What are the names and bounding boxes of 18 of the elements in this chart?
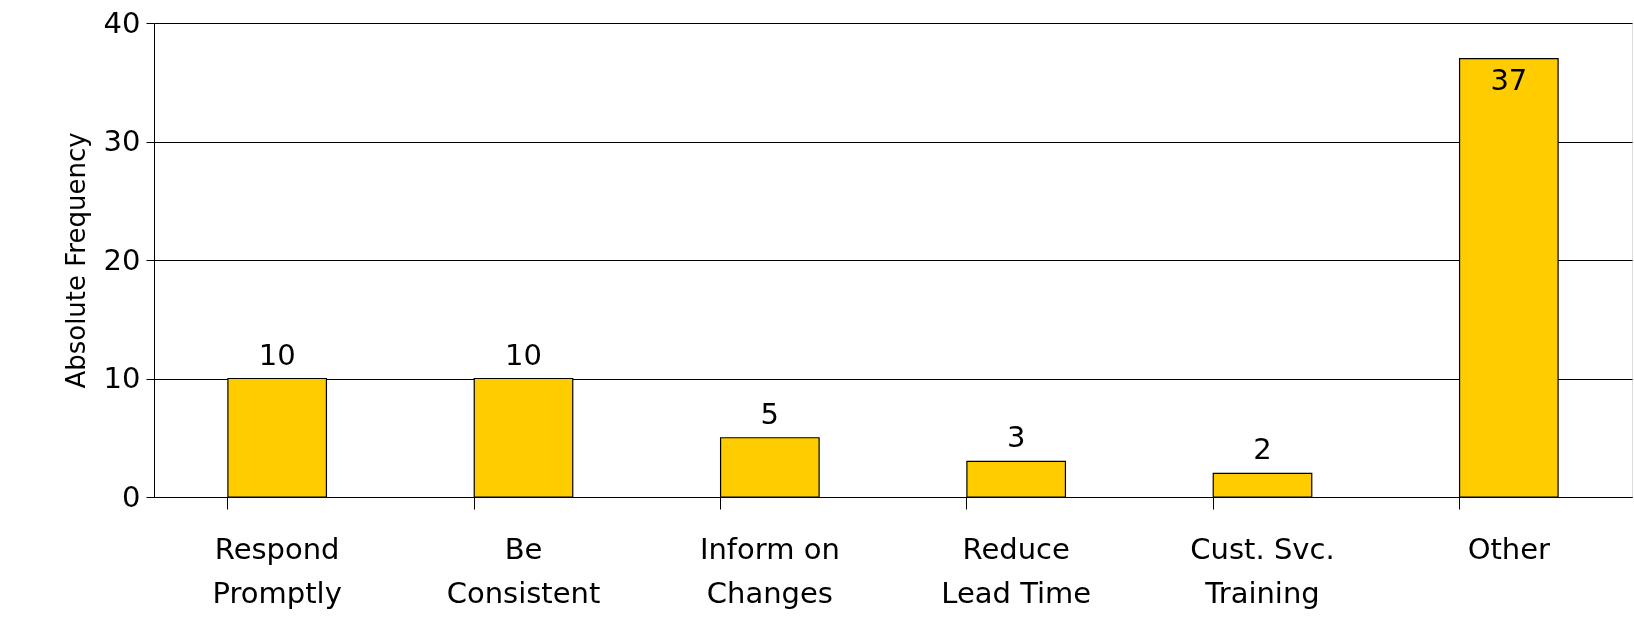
y-tick-label: 30 bbox=[103, 124, 141, 158]
x-tick-label: Respond Promptly bbox=[212, 531, 342, 610]
y-axis-title: Absolute Frequency bbox=[60, 132, 91, 389]
data-label: 2 bbox=[1253, 432, 1272, 467]
x-tick-label: Cust. Svc. Training bbox=[1190, 531, 1335, 610]
y-tick-label: 10 bbox=[103, 361, 141, 395]
y-tick-label: 20 bbox=[103, 242, 141, 277]
data-label: 5 bbox=[760, 396, 780, 431]
data-label: 10 bbox=[258, 337, 296, 372]
y-tick-label: 0 bbox=[122, 479, 141, 514]
x-tick-label: Inform on Changes bbox=[699, 531, 840, 610]
x-tick-label: Other bbox=[1467, 531, 1551, 566]
data-label: 3 bbox=[1006, 420, 1026, 455]
data-label: 37 bbox=[1490, 62, 1528, 97]
y-tick-label: 40 bbox=[103, 5, 141, 40]
data-label: 10 bbox=[505, 337, 542, 372]
x-tick-label: Be Consistent bbox=[446, 531, 601, 610]
x-tick-label: Reduce Lead Time bbox=[941, 531, 1092, 610]
